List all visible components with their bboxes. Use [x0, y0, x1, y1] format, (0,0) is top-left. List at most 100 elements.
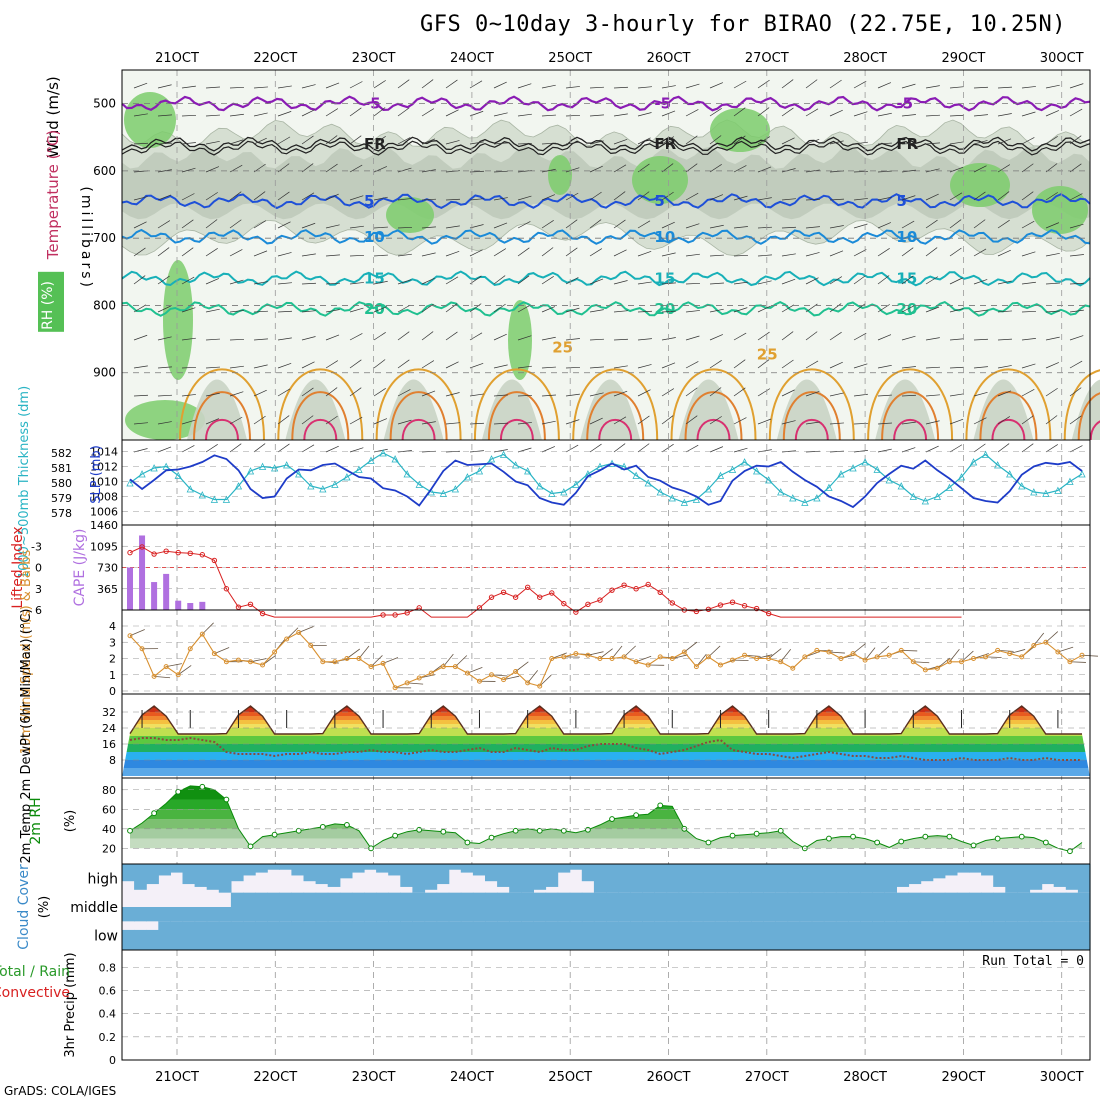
- wind-barb: [1021, 389, 1035, 397]
- thickness-point: [740, 458, 749, 466]
- wind-barb: [397, 304, 411, 313]
- slp-tick-label: 1012: [90, 461, 118, 474]
- wind-barb: [757, 418, 772, 425]
- thickness-point: [331, 480, 339, 488]
- wind-barb: [733, 80, 747, 89]
- wind-barb: [781, 359, 794, 369]
- pressure-tick-label: 800: [93, 298, 116, 312]
- cloud-mid-bar: [569, 892, 583, 922]
- wind-barb: [613, 443, 626, 453]
- wind-barb: [181, 366, 196, 369]
- wind-barb: [445, 303, 458, 313]
- wind-barb: [277, 191, 290, 201]
- cape-bar: [175, 600, 182, 610]
- temp-tick-label: 16: [102, 738, 116, 751]
- lifted-index-point: [259, 610, 266, 617]
- wind-barb: [853, 170, 868, 173]
- rh-point: [850, 833, 856, 840]
- wind-barb: [805, 79, 818, 89]
- cloud-high-bar: [727, 864, 740, 893]
- wind-barb: [1021, 338, 1036, 341]
- wind-barb: [997, 338, 1012, 341]
- rh-point: [223, 796, 230, 803]
- rh-point: [319, 823, 326, 830]
- footer-credit: GrADS: COLA/IGES: [4, 1084, 117, 1098]
- wind-barb: [397, 137, 411, 145]
- wind10m-barb: [708, 645, 721, 658]
- wind-barb: [325, 224, 340, 229]
- rh-point: [1018, 833, 1025, 840]
- wind-barb: [229, 139, 244, 145]
- wind-barb: [205, 248, 218, 257]
- wind-barb: [157, 366, 172, 369]
- cloud-low-bar: [218, 921, 232, 950]
- thickness-point: [849, 464, 857, 472]
- warm-contour: [193, 391, 251, 441]
- wind-barb: [277, 443, 290, 453]
- wind-barb: [1021, 86, 1036, 89]
- wind-barb: [613, 338, 628, 341]
- cloud-mid-bar: [472, 892, 486, 922]
- wind-barb: [373, 359, 386, 369]
- cloud-high-bar: [376, 864, 389, 873]
- wind-barb: [133, 142, 148, 145]
- cloud-high-bar: [739, 864, 752, 893]
- wind-barb: [949, 277, 963, 285]
- cloud-high-bar: [557, 864, 571, 873]
- isotherm-label: 25: [552, 339, 573, 357]
- wind-barb: [565, 277, 579, 285]
- wind10m-barb: [214, 647, 230, 654]
- wind-barb: [349, 359, 362, 369]
- wind-barb: [157, 394, 172, 397]
- wind10m-barb: [756, 654, 773, 659]
- wind10m-point: [1079, 652, 1085, 658]
- wind-barb: [733, 165, 747, 173]
- cloud-high-bar: [606, 864, 619, 893]
- wind-barb: [973, 279, 988, 285]
- wind10m-point: [525, 680, 531, 686]
- cloud-high-bar: [920, 864, 934, 882]
- wind10m-point: [404, 680, 410, 686]
- wind-barb: [805, 252, 820, 257]
- rh-patch-moist: [124, 92, 176, 148]
- cloud-mid-bar: [424, 892, 438, 922]
- isotherm-label: 5: [896, 192, 906, 210]
- wind-barb: [493, 422, 508, 425]
- thickness-point: [403, 470, 411, 478]
- wind10m-point: [489, 672, 495, 678]
- cloud-mid-bar: [896, 892, 910, 922]
- cloud-low-bar: [823, 921, 837, 950]
- wind-barb: [637, 220, 651, 229]
- thickness-point: [933, 492, 942, 500]
- wind-barb: [1021, 310, 1036, 313]
- rh-band: [130, 838, 1082, 849]
- wind-barb: [541, 420, 556, 425]
- precip-tick-label: 0.6: [99, 985, 117, 998]
- cloud-level-label: high: [87, 871, 118, 887]
- cloud-low-bar: [291, 921, 305, 950]
- wind10m-point: [826, 649, 832, 655]
- wind-barb: [709, 82, 724, 89]
- wind-barb: [613, 219, 626, 229]
- wind10m-barb: [913, 661, 930, 664]
- wind-barb: [253, 220, 267, 229]
- wind-barb: [853, 249, 867, 257]
- thickness-point: [680, 498, 688, 506]
- wind-barb: [469, 249, 483, 257]
- wind-barb: [973, 338, 988, 341]
- rh-point: [609, 816, 615, 822]
- wind-barb: [685, 223, 700, 229]
- wind-barb: [877, 247, 890, 257]
- thickness-point: [1078, 470, 1086, 478]
- wind10m-point: [223, 659, 229, 665]
- wind-barb: [301, 109, 315, 117]
- warm-contour: [867, 368, 954, 441]
- wind-barb: [925, 219, 938, 229]
- date-label-top: 25OCT: [548, 51, 592, 66]
- temp-tick-label: 24: [102, 722, 116, 735]
- cloud-low-bar: [412, 921, 426, 950]
- wind-barb: [877, 82, 892, 89]
- wind-barb: [949, 192, 963, 201]
- wind-barb: [541, 168, 556, 173]
- cloud-mid-bar: [267, 892, 280, 922]
